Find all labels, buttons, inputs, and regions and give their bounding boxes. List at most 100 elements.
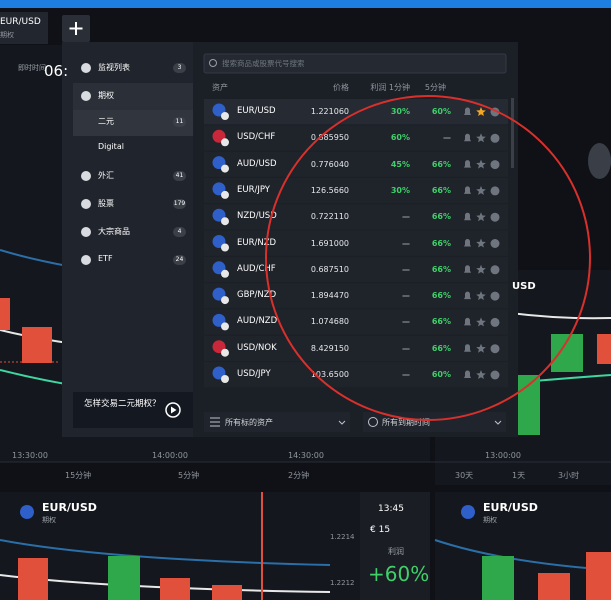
chart-subtitle: 期权 <box>42 516 56 524</box>
chart-icon[interactable] <box>588 143 611 179</box>
tab[interactable] <box>0 12 48 44</box>
count-badge-text: 24 <box>175 256 184 263</box>
tab-subtitle: 期权 <box>0 31 14 39</box>
profit-1m: — <box>402 317 410 327</box>
profit-1m: — <box>402 264 410 274</box>
asset-name: EUR/JPY <box>237 184 270 195</box>
category-label: Digital <box>98 142 124 151</box>
info-icon[interactable] <box>490 265 500 275</box>
top-bar <box>0 0 611 8</box>
asset-filter-label: 所有标的资产 <box>225 418 273 427</box>
time-label: 13:30:00 <box>12 451 48 460</box>
asset-name: EUR/NZD <box>237 237 277 248</box>
search-icon <box>209 59 217 67</box>
info-icon[interactable] <box>490 291 500 301</box>
asset-name: AUD/USD <box>237 158 277 169</box>
profit-1m: — <box>402 212 410 222</box>
category-label: 大宗商品 <box>98 227 130 236</box>
indicator-line <box>0 539 331 566</box>
asset-name: GBP/NZD <box>237 290 277 301</box>
profit-5m: 66% <box>431 291 451 301</box>
promo-text: 怎样交易二元期权？ <box>84 399 161 409</box>
count-badge <box>173 227 186 237</box>
profit-1m: — <box>402 343 410 353</box>
asset-price: 8.429150 <box>310 343 349 353</box>
tab-symbol: EUR/USD <box>0 17 41 27</box>
flag <box>221 138 229 147</box>
column-header: 5分钟 <box>424 83 446 92</box>
info-icon[interactable] <box>490 344 500 354</box>
flag <box>461 505 475 519</box>
flag <box>221 112 229 120</box>
asset-price: 0.885950 <box>310 133 349 143</box>
info-icon[interactable] <box>490 107 500 117</box>
flag <box>221 217 229 226</box>
count-badge-text: 11 <box>175 118 184 125</box>
time-label: 14:00:00 <box>152 451 188 460</box>
info-icon[interactable] <box>490 212 500 222</box>
info-icon[interactable] <box>490 160 500 170</box>
asset-price: 1.221060 <box>310 107 349 116</box>
search-box[interactable] <box>203 53 507 74</box>
expiry-filter-label: 所有到期时间 <box>382 418 430 427</box>
profit-1m: — <box>402 370 410 379</box>
category-icon <box>81 227 91 237</box>
profit-1m: 45% <box>390 159 410 169</box>
column-header: 利润 1分钟 <box>370 83 410 92</box>
profit-1m: 30% <box>390 107 410 116</box>
candle <box>18 558 48 600</box>
info-icon[interactable] <box>490 186 500 196</box>
info-icon[interactable] <box>490 370 500 380</box>
count-badge <box>173 199 186 209</box>
asset-name: EUR/USD <box>237 106 276 116</box>
flag <box>221 348 229 357</box>
category-label: 股票 <box>98 199 114 208</box>
time-label: 14:30:00 <box>288 451 324 460</box>
search-placeholder: 搜索商品或股票代号搜索 <box>222 59 305 68</box>
candle <box>586 552 611 600</box>
active-category <box>73 83 193 110</box>
asset-name: AUD/CHF <box>237 263 276 274</box>
clock: 06: <box>44 62 69 80</box>
asset-price: 1.691000 <box>310 238 349 248</box>
asset-price: 0.722110 <box>310 212 349 222</box>
asset-name: NZD/USD <box>237 211 277 222</box>
profit-5m: 66% <box>431 264 451 274</box>
info-icon[interactable] <box>490 133 500 143</box>
info-icon[interactable] <box>490 239 500 248</box>
category-icon <box>81 91 91 101</box>
category-icon <box>81 171 91 181</box>
count-badge-text: 41 <box>175 172 184 179</box>
profit-5m: 66% <box>431 317 451 327</box>
deal-panel <box>360 492 430 600</box>
flag <box>221 269 229 278</box>
info-icon[interactable] <box>490 317 500 327</box>
tab-bar <box>0 8 611 45</box>
play-icon <box>165 402 181 418</box>
profit-1m: 30% <box>390 185 410 195</box>
candle <box>212 585 242 600</box>
candle <box>518 375 540 435</box>
count-badge <box>173 117 186 127</box>
scrollbar[interactable] <box>511 98 514 168</box>
period-button: 1天 <box>512 471 526 480</box>
count-badge <box>173 171 186 181</box>
count-badge-text: 3 <box>177 64 182 71</box>
flag <box>221 322 229 331</box>
count-badge <box>173 255 186 265</box>
profit-5m: 66% <box>431 343 451 353</box>
dropdown-arrow <box>338 420 502 425</box>
profit-1m: — <box>402 291 410 301</box>
count-badge-text: 4 <box>177 228 182 235</box>
profit-value: +60% <box>368 562 430 586</box>
menu-icon <box>210 417 220 427</box>
plus-icon <box>69 22 83 35</box>
period-button: 3小时 <box>558 471 580 480</box>
flag <box>221 190 229 199</box>
period-button: 2分钟 <box>288 471 310 480</box>
play-icon <box>171 406 177 414</box>
column-header: 价格 <box>333 83 349 92</box>
candle <box>482 556 514 600</box>
